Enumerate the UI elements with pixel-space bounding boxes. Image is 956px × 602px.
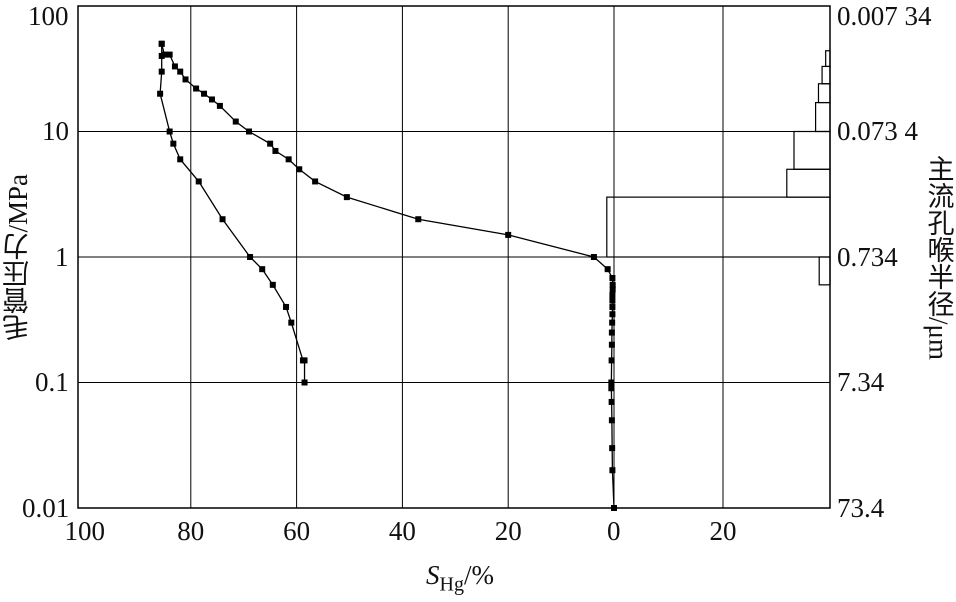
x-axis-label-symbol: S bbox=[426, 560, 440, 590]
x-tick-label: 100 bbox=[64, 515, 106, 546]
data-point-injection bbox=[609, 311, 616, 318]
x-tick-label: 80 bbox=[177, 515, 205, 546]
data-point-withdrawal bbox=[177, 156, 184, 163]
y-tick-label-left: 0.1 bbox=[35, 367, 69, 397]
y-tick-label-left: 100 bbox=[28, 0, 69, 31]
data-point-injection bbox=[171, 63, 178, 70]
x-tick-label: 40 bbox=[388, 515, 416, 546]
data-point-injection bbox=[296, 166, 303, 173]
data-point-withdrawal bbox=[158, 40, 165, 47]
data-point-injection bbox=[245, 128, 252, 135]
data-point-injection bbox=[609, 319, 616, 326]
data-point-injection bbox=[608, 385, 615, 392]
data-point-injection bbox=[201, 90, 208, 97]
histogram-bar bbox=[821, 65, 831, 85]
data-point-injection bbox=[505, 231, 512, 238]
data-point-injection bbox=[609, 275, 616, 282]
data-point-injection bbox=[609, 303, 616, 310]
data-point-injection bbox=[609, 297, 616, 304]
data-point-injection bbox=[608, 357, 615, 364]
data-point-withdrawal bbox=[269, 281, 276, 288]
y-tick-label-right: 73.4 bbox=[837, 492, 885, 523]
data-point-injection bbox=[312, 178, 319, 185]
histogram-bar bbox=[817, 83, 831, 104]
data-point-injection bbox=[608, 341, 615, 348]
data-point-withdrawal bbox=[166, 128, 173, 135]
data-point-withdrawal bbox=[283, 303, 290, 310]
data-point-withdrawal bbox=[288, 319, 295, 326]
data-point-withdrawal bbox=[301, 357, 308, 364]
histogram-bar bbox=[818, 256, 831, 286]
data-point-withdrawal bbox=[301, 379, 308, 386]
data-point-withdrawal bbox=[259, 266, 266, 273]
y-tick-label-right: 0.073 4 bbox=[837, 116, 918, 146]
data-point-injection bbox=[267, 140, 274, 147]
x-tick-label: 0 bbox=[607, 515, 621, 546]
y-axis-label-right: 主流孔喉半径/μm bbox=[923, 154, 954, 360]
x-axis-label-subscript: Hg bbox=[439, 573, 464, 596]
histogram-bar bbox=[814, 101, 831, 133]
data-point-injection bbox=[608, 398, 615, 405]
data-point-injection bbox=[609, 281, 616, 288]
y-tick-label-right: 0.007 34 bbox=[837, 0, 932, 31]
data-point-injection bbox=[415, 216, 422, 223]
data-point-injection bbox=[608, 379, 615, 386]
x-axis-label-unit: /% bbox=[463, 560, 494, 590]
histogram-bar bbox=[786, 168, 831, 198]
data-point-injection bbox=[272, 147, 279, 154]
data-point-withdrawal bbox=[219, 216, 226, 223]
x-tick-label: 20 bbox=[709, 515, 737, 546]
y-tick-label-right: 7.34 bbox=[837, 367, 885, 397]
data-point-withdrawal bbox=[195, 178, 202, 185]
data-point-injection bbox=[285, 156, 292, 163]
data-point-injection bbox=[608, 417, 615, 424]
data-point-withdrawal bbox=[157, 90, 164, 97]
series-line-withdrawal bbox=[159, 43, 306, 383]
data-point-injection bbox=[609, 445, 616, 452]
data-point-withdrawal bbox=[247, 254, 254, 260]
data-point-injection bbox=[609, 467, 616, 474]
data-point-injection bbox=[232, 118, 239, 125]
data-point-injection bbox=[609, 291, 616, 298]
x-axis-label: SHg/% bbox=[426, 560, 494, 596]
y-tick-label-right: 0.734 bbox=[837, 241, 898, 272]
histogram-bar bbox=[606, 196, 831, 258]
data-point-injection bbox=[609, 286, 616, 293]
data-point-injection bbox=[590, 254, 597, 260]
y-axis-label-left: 毛管压力/MPa bbox=[2, 173, 33, 341]
histogram-bar bbox=[793, 130, 831, 170]
y-tick-label-left: 0.01 bbox=[22, 492, 70, 523]
plot-frame bbox=[77, 5, 831, 509]
data-point-injection bbox=[208, 96, 215, 103]
y-tick-label-left: 1 bbox=[55, 241, 69, 272]
data-point-injection bbox=[343, 194, 350, 201]
data-point-injection bbox=[166, 51, 173, 58]
data-point-injection bbox=[193, 85, 200, 92]
series-line-injection bbox=[161, 43, 615, 509]
data-point-injection bbox=[177, 68, 184, 75]
x-tick-label: 20 bbox=[494, 515, 522, 546]
data-point-withdrawal bbox=[158, 68, 165, 75]
data-point-injection bbox=[182, 76, 189, 83]
data-point-injection bbox=[604, 266, 611, 273]
x-tick-label: 60 bbox=[283, 515, 311, 546]
data-point-withdrawal bbox=[170, 140, 177, 147]
data-point-injection bbox=[608, 329, 615, 336]
data-point-injection bbox=[216, 102, 223, 109]
y-tick-label-left: 10 bbox=[42, 116, 69, 146]
data-point-withdrawal bbox=[158, 52, 165, 59]
